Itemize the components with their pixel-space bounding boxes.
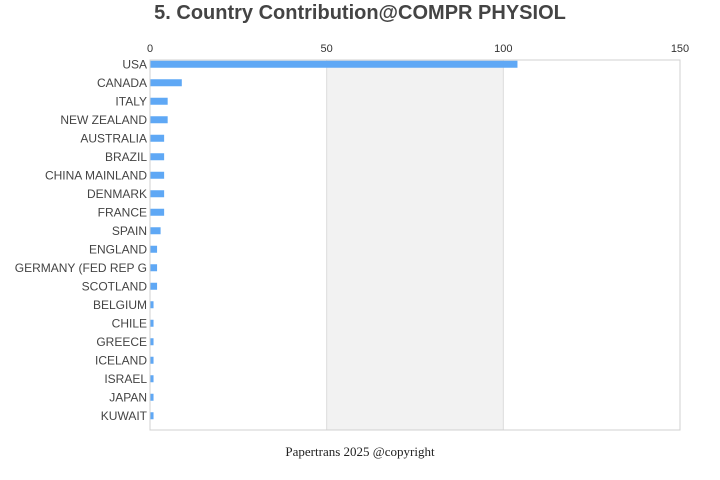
category-label: NEW ZEALAND [60, 113, 147, 127]
category-label: ENGLAND [89, 242, 147, 256]
category-label: KUWAIT [101, 409, 148, 423]
category-label: FRANCE [98, 205, 147, 219]
bar [150, 264, 158, 272]
bar [150, 319, 154, 327]
bar-series [150, 60, 518, 420]
category-label: GERMANY (FED REP G [15, 261, 147, 275]
bar [150, 245, 158, 253]
category-label: GREECE [96, 335, 147, 349]
bar [150, 60, 518, 68]
category-label: CHINA MAINLAND [45, 168, 147, 182]
category-label: ICELAND [95, 353, 147, 367]
category-label: AUSTRALIA [80, 131, 147, 145]
bar [150, 79, 182, 87]
category-label: USA [122, 57, 147, 71]
bar [150, 190, 165, 198]
bar [150, 171, 165, 179]
category-label: BELGIUM [93, 298, 147, 312]
category-label: CANADA [97, 76, 147, 90]
y-axis-labels: USA CANADA ITALY NEW ZEALAND AUSTRALIA BRAZIL… [15, 57, 148, 423]
plot-band [326, 60, 504, 430]
bar [150, 356, 154, 364]
category-label: SCOTLAND [82, 279, 148, 293]
plot-frame [149, 59, 681, 431]
chart-title: 5. Country Contribution@COMPR PHYSIOL [154, 2, 566, 24]
bar [150, 393, 154, 401]
bar [150, 208, 165, 216]
bar [150, 375, 154, 383]
gridlines [326, 60, 504, 430]
bar [150, 338, 154, 346]
x-tick-label: 100 [494, 43, 512, 55]
bar [150, 282, 158, 290]
category-label: CHILE [112, 316, 147, 330]
bar [150, 153, 165, 161]
bar [150, 301, 154, 309]
x-tick-label: 50 [321, 43, 333, 55]
x-axis-ticks: 0 50 100 150 [147, 43, 689, 55]
bar [150, 116, 168, 124]
x-tick-label: 150 [671, 43, 689, 55]
bar [150, 97, 168, 105]
bar [150, 227, 161, 235]
category-label: ISRAEL [104, 372, 147, 386]
plot-bands [326, 60, 504, 430]
category-label: BRAZIL [105, 150, 147, 164]
category-label: DENMARK [87, 187, 147, 201]
x-tick-label: 0 [147, 43, 153, 55]
category-label: SPAIN [112, 224, 147, 238]
bar [150, 134, 165, 142]
category-label: JAPAN [109, 390, 147, 404]
category-label: ITALY [115, 94, 147, 108]
copyright-footer: Papertrans 2025 @copyright [285, 444, 435, 459]
bar [150, 412, 154, 420]
